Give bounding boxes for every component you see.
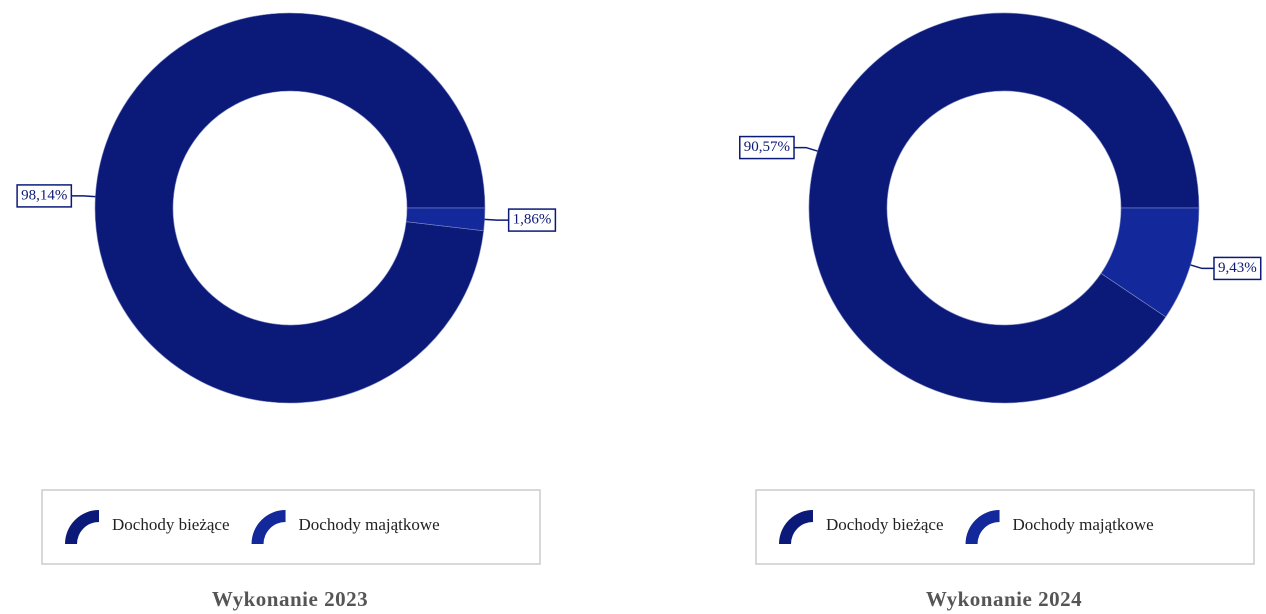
slice: [405, 207, 486, 232]
value-label: 98,14%: [21, 187, 67, 203]
legend-icon: [965, 510, 1000, 544]
value-label: 90,57%: [744, 139, 790, 155]
legend-icon: [251, 510, 286, 544]
value-label: 9,43%: [1218, 260, 1257, 276]
legend-box: [755, 489, 1255, 565]
leader-line: [71, 195, 96, 198]
chart-title: Wykonanie 2023: [212, 587, 368, 611]
value-label-box: [16, 184, 73, 208]
leader-line: [484, 218, 509, 221]
leader-line: [794, 146, 818, 152]
slice: [808, 12, 1200, 404]
legend-box: [41, 489, 541, 565]
chart-title: Wykonanie 2024: [926, 587, 1082, 611]
leader-line: [1190, 264, 1214, 270]
value-label-box: [507, 208, 557, 232]
legend-icon: [65, 510, 99, 544]
legend-label: Dochody majątkowe: [299, 515, 440, 534]
legend-label: Dochody majątkowe: [1013, 515, 1154, 534]
value-label: 1,86%: [513, 212, 552, 228]
legend-label: Dochody bieżące: [112, 515, 230, 534]
slice: [94, 12, 486, 404]
value-label-box: [739, 135, 795, 160]
slice: [1100, 207, 1200, 318]
legend-label: Dochody bieżące: [826, 515, 944, 534]
legend-icon: [779, 510, 813, 544]
value-label-box: [1213, 256, 1262, 281]
